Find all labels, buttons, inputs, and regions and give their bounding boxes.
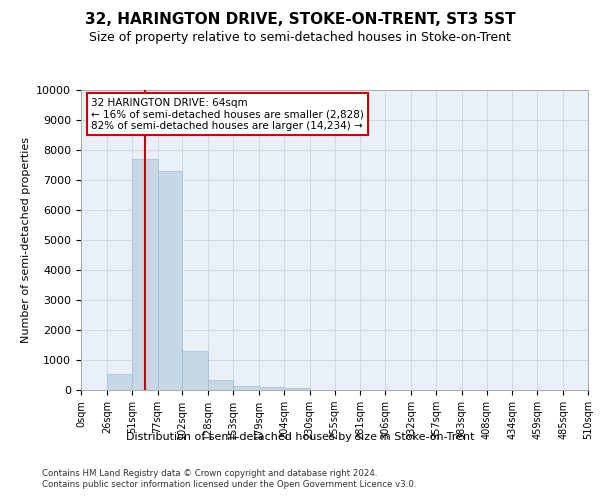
Text: Distribution of semi-detached houses by size in Stoke-on-Trent: Distribution of semi-detached houses by … xyxy=(126,432,474,442)
Bar xyxy=(158,171,182,390)
Bar xyxy=(107,374,132,390)
Bar xyxy=(284,388,310,390)
Bar xyxy=(132,159,158,390)
Text: 32, HARINGTON DRIVE, STOKE-ON-TRENT, ST3 5ST: 32, HARINGTON DRIVE, STOKE-ON-TRENT, ST3… xyxy=(85,12,515,28)
Text: Contains public sector information licensed under the Open Government Licence v3: Contains public sector information licen… xyxy=(42,480,416,489)
Text: Size of property relative to semi-detached houses in Stoke-on-Trent: Size of property relative to semi-detach… xyxy=(89,31,511,44)
Text: 32 HARINGTON DRIVE: 64sqm
← 16% of semi-detached houses are smaller (2,828)
82% : 32 HARINGTON DRIVE: 64sqm ← 16% of semi-… xyxy=(91,98,364,130)
Bar xyxy=(208,380,233,390)
Bar xyxy=(259,387,284,390)
Y-axis label: Number of semi-detached properties: Number of semi-detached properties xyxy=(21,137,31,343)
Bar xyxy=(233,386,259,390)
Text: Contains HM Land Registry data © Crown copyright and database right 2024.: Contains HM Land Registry data © Crown c… xyxy=(42,469,377,478)
Bar xyxy=(182,351,208,390)
